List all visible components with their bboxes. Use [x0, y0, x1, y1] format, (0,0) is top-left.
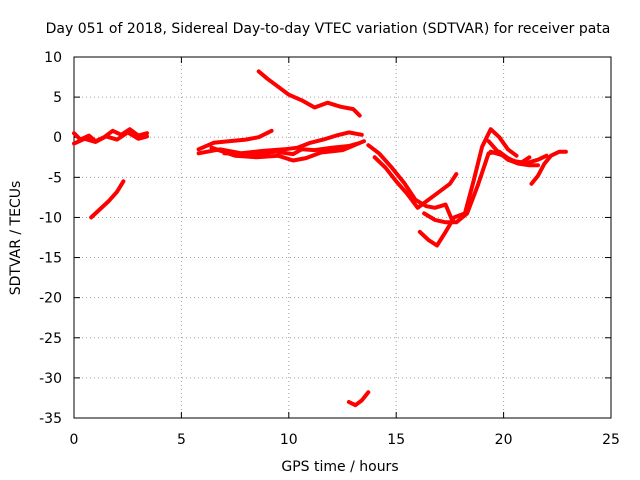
chart-title: Day 051 of 2018, Sidereal Day-to-day VTE…	[46, 21, 611, 37]
series-arc-7	[222, 141, 360, 157]
plot-frame	[73, 56, 612, 419]
x-tick-label: 5	[177, 432, 186, 448]
y-tick-label: -25	[39, 331, 62, 347]
tick-layer: 0 5 10 15 20 25 10 5 0 -5 -10 -15 -20 -25 -30 -35	[39, 50, 620, 448]
x-tick-label: 10	[280, 432, 298, 448]
y-tick-label: -10	[39, 210, 62, 226]
series-arc-16	[529, 149, 568, 186]
series-layer	[72, 69, 568, 408]
x-tick-label: 15	[387, 432, 405, 448]
y-tick-label: -5	[48, 170, 62, 186]
y-tick-label: 10	[44, 50, 62, 66]
series-arc-2	[72, 130, 149, 146]
series-arc-15	[488, 149, 549, 165]
series-arc-10	[366, 143, 454, 222]
series-arc-4	[196, 128, 274, 152]
y-tick-label: -35	[39, 411, 62, 427]
series-arc-8	[256, 69, 362, 118]
series-arc-3	[89, 179, 126, 220]
series-arc-9	[346, 390, 371, 408]
y-tick-label: -20	[39, 291, 62, 307]
y-tick-label: 0	[53, 130, 62, 146]
y-tick-label: -15	[39, 251, 62, 267]
x-tick-label: 25	[602, 432, 620, 448]
x-tick-label: 0	[70, 432, 79, 448]
x-tick-label: 20	[495, 432, 513, 448]
series-arc-12	[417, 127, 519, 248]
y-tick-label: -30	[39, 371, 62, 387]
x-axis-label: GPS time / hours	[281, 459, 398, 475]
y-axis-label: SDTVAR / TECUs	[8, 181, 24, 296]
y-tick-label: 5	[53, 90, 62, 106]
series-arc-11	[372, 155, 459, 210]
grid-layer	[74, 57, 611, 418]
